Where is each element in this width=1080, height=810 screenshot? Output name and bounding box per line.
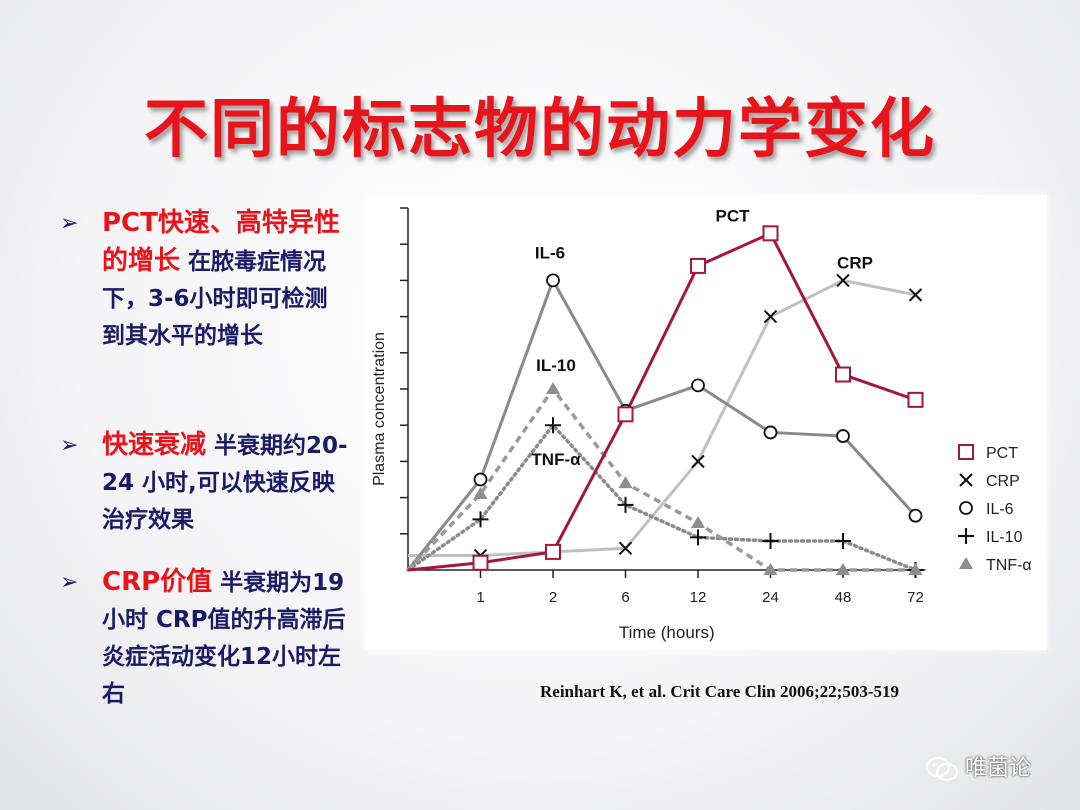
data-point-il6 <box>763 425 778 440</box>
wechat-icon <box>925 756 959 782</box>
bullet-highlight: PCT快速、高特异性的增长 <box>102 208 340 276</box>
bullet-highlight: 快速衰减 <box>102 430 207 460</box>
x-tick-label: 2 <box>549 589 557 606</box>
data-point-il10 <box>472 511 489 528</box>
legend-marker <box>958 444 974 460</box>
annotation-label: PCT <box>716 206 751 225</box>
legend-marker <box>959 501 973 515</box>
legend-label: IL-10 <box>986 529 1023 546</box>
annotation-label: TNF-α <box>531 450 581 469</box>
data-point-pct <box>907 391 924 408</box>
slide-title: 不同的标志物的动力学变化 <box>144 93 936 167</box>
data-point-crp <box>763 309 778 324</box>
bullet-item-pct: ➢ PCT快速、高特异性的增长 在脓毒症情况下，3-6小时即可检测到其水平的增长 <box>60 205 350 355</box>
x-axis-label: Time (hours) <box>619 623 715 642</box>
series-line-crp <box>408 278 916 558</box>
data-point-tnf <box>473 486 488 499</box>
data-point-crp <box>908 288 923 302</box>
data-point-il6 <box>836 429 850 443</box>
arrow-bullet-icon: ➢ <box>60 433 79 458</box>
legend-marker <box>959 473 973 487</box>
data-point-il6 <box>908 508 923 523</box>
data-point-tnf <box>546 382 560 394</box>
legend-label: IL-6 <box>986 501 1014 518</box>
data-point-il10 <box>545 417 561 434</box>
data-point-tnf <box>908 563 923 575</box>
legend-marker <box>958 528 974 544</box>
annotation-label: CRP <box>837 253 873 272</box>
watermark-text: 唯菌论 <box>965 756 1032 781</box>
x-tick-label: 72 <box>907 589 924 606</box>
data-point-il6 <box>546 273 560 288</box>
data-point-tnf <box>618 476 633 489</box>
data-point-pct <box>617 406 634 423</box>
legend-label: TNF-α <box>986 557 1032 574</box>
watermark: 唯菌论 <box>925 750 1031 782</box>
x-tick-label: 24 <box>762 589 779 606</box>
data-point-tnf <box>763 563 778 575</box>
annotation-label: IL-10 <box>536 356 576 375</box>
bullet-item-decay: ➢ 快速衰减 半衰期约20-24 小时,可以快速反映治疗效果 <box>60 427 350 539</box>
data-point-pct <box>545 543 561 560</box>
x-tick-label: 1 <box>476 589 484 606</box>
data-point-il10 <box>762 533 779 550</box>
data-point-pct <box>835 366 851 383</box>
data-point-tnf <box>691 515 705 528</box>
series-line-il6 <box>406 276 917 571</box>
arrow-bullet-icon: ➢ <box>60 211 79 236</box>
data-point-il10 <box>617 496 634 513</box>
series-line-tnf <box>406 386 916 572</box>
bullet-text: 半衰期为19小时 CRP值的升高滞后炎症活动变化12小时左右 <box>102 570 346 707</box>
data-point-il6 <box>473 472 488 487</box>
data-point-il10 <box>690 529 706 546</box>
data-point-pct <box>762 225 779 242</box>
legend-label: PCT <box>986 445 1018 462</box>
citation: Reinhart K, et al. Crit Care Clin 2006;2… <box>540 682 899 701</box>
data-point-il6 <box>691 378 705 393</box>
data-point-tnf <box>836 563 850 575</box>
bullet-text: 在脓毒症情况下，3-6小时即可检测到其水平的增长 <box>102 249 328 349</box>
legend-label: CRP <box>986 473 1020 490</box>
series-line-pct <box>407 231 916 572</box>
data-point-crp <box>618 541 633 555</box>
data-point-pct <box>690 257 706 274</box>
bullet-highlight: CRP价值 <box>102 567 213 597</box>
bullet-text: 半衰期约20-24 小时,可以快速反映治疗效果 <box>102 433 348 533</box>
y-axis-label: Plasma concentration <box>371 332 388 486</box>
data-point-il10 <box>835 533 851 550</box>
arrow-bullet-icon: ➢ <box>60 570 79 595</box>
series-line-il10 <box>406 422 918 572</box>
data-point-crp <box>691 454 705 469</box>
x-tick-label: 48 <box>835 589 852 606</box>
data-point-pct <box>472 554 489 571</box>
x-tick-label: 6 <box>621 589 629 606</box>
x-tick-label: 12 <box>690 589 707 606</box>
legend-marker <box>959 557 973 569</box>
annotation-label: IL-6 <box>535 243 565 262</box>
bullet-item-crp: ➢ CRP价值 半衰期为19小时 CRP值的升高滞后炎症活动变化12小时左右 <box>60 564 350 713</box>
data-point-crp <box>836 273 850 288</box>
